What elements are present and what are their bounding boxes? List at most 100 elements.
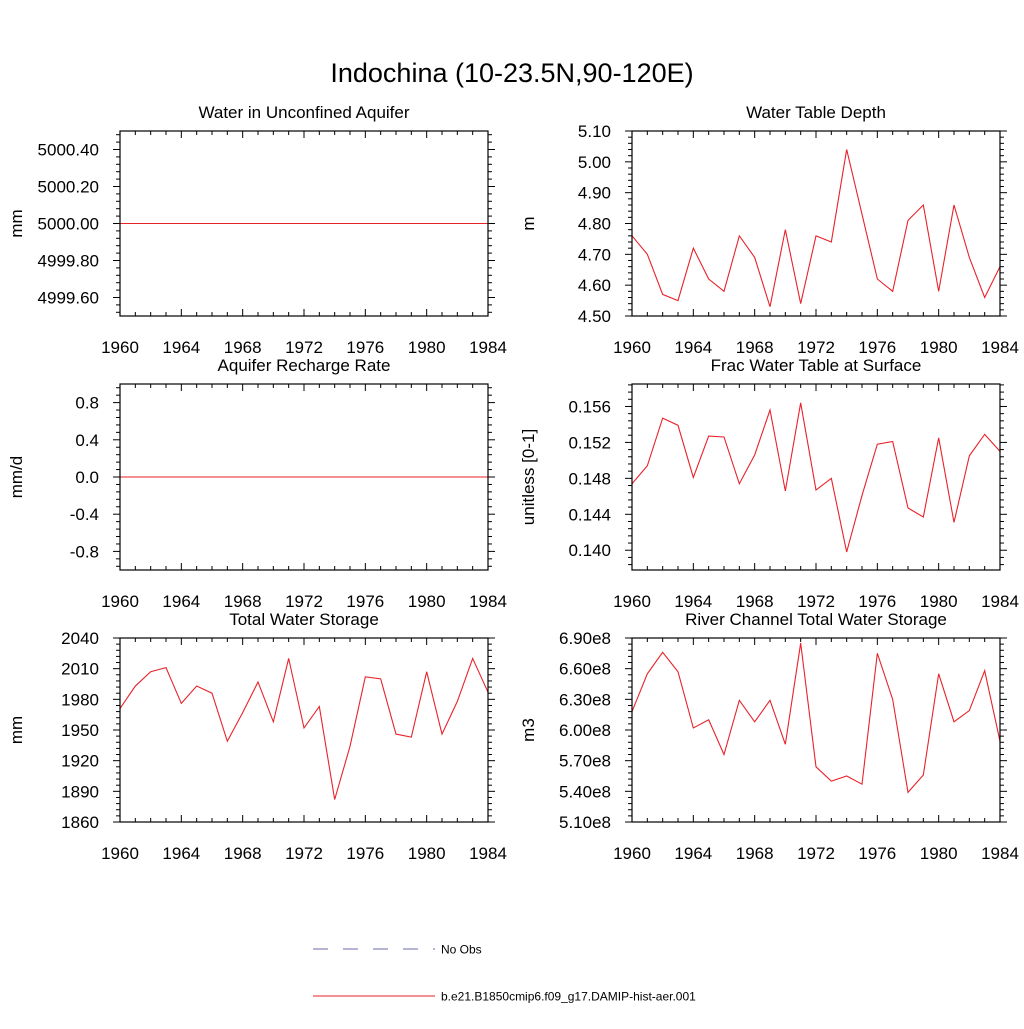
y-tick-label: 4.80 [578,215,611,234]
plot-frame [631,130,1001,317]
plot-frame [631,383,1001,571]
x-tick-label: 1960 [101,844,139,863]
x-tick-label: 1984 [981,844,1019,863]
y-tick-label: 6.90e8 [559,629,611,648]
x-tick-label: 1964 [162,592,200,611]
x-tick-label: 1984 [469,338,507,357]
x-tick-label: 1964 [674,592,712,611]
x-tick-label: 1976 [858,592,896,611]
plot-frame [119,130,489,317]
y-tick-label: 0.148 [568,469,611,488]
x-tick-label: 1964 [674,844,712,863]
panel-aquifer-recharge-rate: Aquifer Recharge Rate mm/d 1960 1964 1968 197… [7,356,507,611]
y-tick-label: 5.40e8 [559,782,611,801]
y-tick-label: 0.152 [568,433,611,452]
legend-label-no-obs: No Obs [441,943,482,957]
x-tick-label: 1984 [469,844,507,863]
panel-water-in-unconfined-aquifer: Water in Unconfined Aquifer mm 1960 1964 196… [7,103,507,357]
y-tick-label: 1890 [61,782,99,801]
y-axis-label: mm [7,716,26,744]
x-tick-label: 1980 [408,844,446,863]
y-tick-label: 0.140 [568,541,611,560]
y-tick-label: 0.4 [75,431,99,450]
y-tick-label: 1920 [61,752,99,771]
x-tick-label: 1976 [346,338,384,357]
y-axis-label: mm/d [7,456,26,499]
x-tick-label: 1984 [981,338,1019,357]
y-tick-label: 0.144 [568,505,611,524]
y-tick-label: 5.10 [578,122,611,141]
x-tick-label: 1972 [285,592,323,611]
x-tick-label: 1964 [162,844,200,863]
legend: No Obs b.e21.B1850cmip6.f09_g17.DAMIP-hi… [313,943,696,1004]
x-tick-label: 1980 [920,844,958,863]
y-tick-label: 0.0 [75,468,99,487]
x-tick-label: 1972 [797,592,835,611]
y-tick-label: 1860 [61,813,99,832]
figure-title: Indochina (10-23.5N,90-120E) [330,58,693,88]
y-tick-label: 0.156 [568,397,611,416]
x-tick-label: 1964 [162,338,200,357]
y-tick-label: 5000.40 [38,141,99,160]
x-tick-label: 1968 [224,592,262,611]
y-tick-label: 5.00 [578,153,611,172]
x-tick-label: 1960 [613,338,651,357]
series-line [119,656,489,800]
x-tick-label: 1972 [797,844,835,863]
x-tick-label: 1976 [858,844,896,863]
x-tick-label: 1976 [858,338,896,357]
series-line [631,402,1001,553]
y-tick-label: 1950 [61,721,99,740]
x-tick-label: 1960 [101,338,139,357]
x-tick-label: 1960 [613,844,651,863]
x-tick-label: 1976 [346,592,384,611]
y-tick-label: 5000.00 [38,215,99,234]
x-tick-label: 1980 [920,592,958,611]
x-tick-label: 1960 [101,592,139,611]
plot-frame [119,637,489,823]
y-tick-label: 4.60 [578,276,611,295]
panel-title: Frac Water Table at Surface [711,356,922,375]
plot-frame [631,637,1001,823]
x-tick-label: 1968 [736,592,774,611]
y-axis-label: mm [7,209,26,237]
x-tick-label: 1972 [797,338,835,357]
y-axis-label: m [519,216,538,230]
x-tick-label: 1980 [920,338,958,357]
x-tick-label: 1968 [736,338,774,357]
series-line [631,149,1001,307]
y-tick-label: 4999.80 [38,252,99,271]
y-tick-label: 2010 [61,660,99,679]
x-tick-label: 1972 [285,338,323,357]
y-tick-label: 1980 [61,690,99,709]
y-tick-label: 4.50 [578,307,611,326]
y-tick-label: 2040 [61,629,99,648]
x-tick-label: 1964 [674,338,712,357]
panel-total-water-storage: Total Water Storage mm 1960 1964 1968 1972 197… [7,610,507,863]
panel-frac-water-table-at-surface: Frac Water Table at Surface unitless [0-1… [519,356,1019,611]
x-tick-label: 1972 [285,844,323,863]
x-tick-label: 1968 [224,844,262,863]
plot-frame [119,383,489,571]
y-tick-label: 4.90 [578,184,611,203]
panel-river-channel-total-water-storage: River Channel Total Water Storage m3 1960 1… [519,610,1019,863]
x-tick-label: 1984 [981,592,1019,611]
y-axis-label: unitless [0-1] [519,429,538,525]
panel-title: Aquifer Recharge Rate [218,356,391,375]
y-tick-label: 5.10e8 [559,813,611,832]
y-tick-label: 0.8 [75,394,99,413]
x-tick-label: 1984 [469,592,507,611]
x-tick-label: 1968 [224,338,262,357]
y-tick-label: 5000.20 [38,178,99,197]
y-tick-label: 6.30e8 [559,690,611,709]
y-tick-label: 4.70 [578,245,611,264]
panel-title: Total Water Storage [229,610,379,629]
y-tick-label: 5.70e8 [559,752,611,771]
x-tick-label: 1976 [346,844,384,863]
x-tick-label: 1980 [408,338,446,357]
x-tick-label: 1980 [408,592,446,611]
panel-water-table-depth: Water Table Depth m 1960 1964 1968 1972 1976 19… [519,103,1019,357]
y-tick-label: 4999.60 [38,289,99,308]
